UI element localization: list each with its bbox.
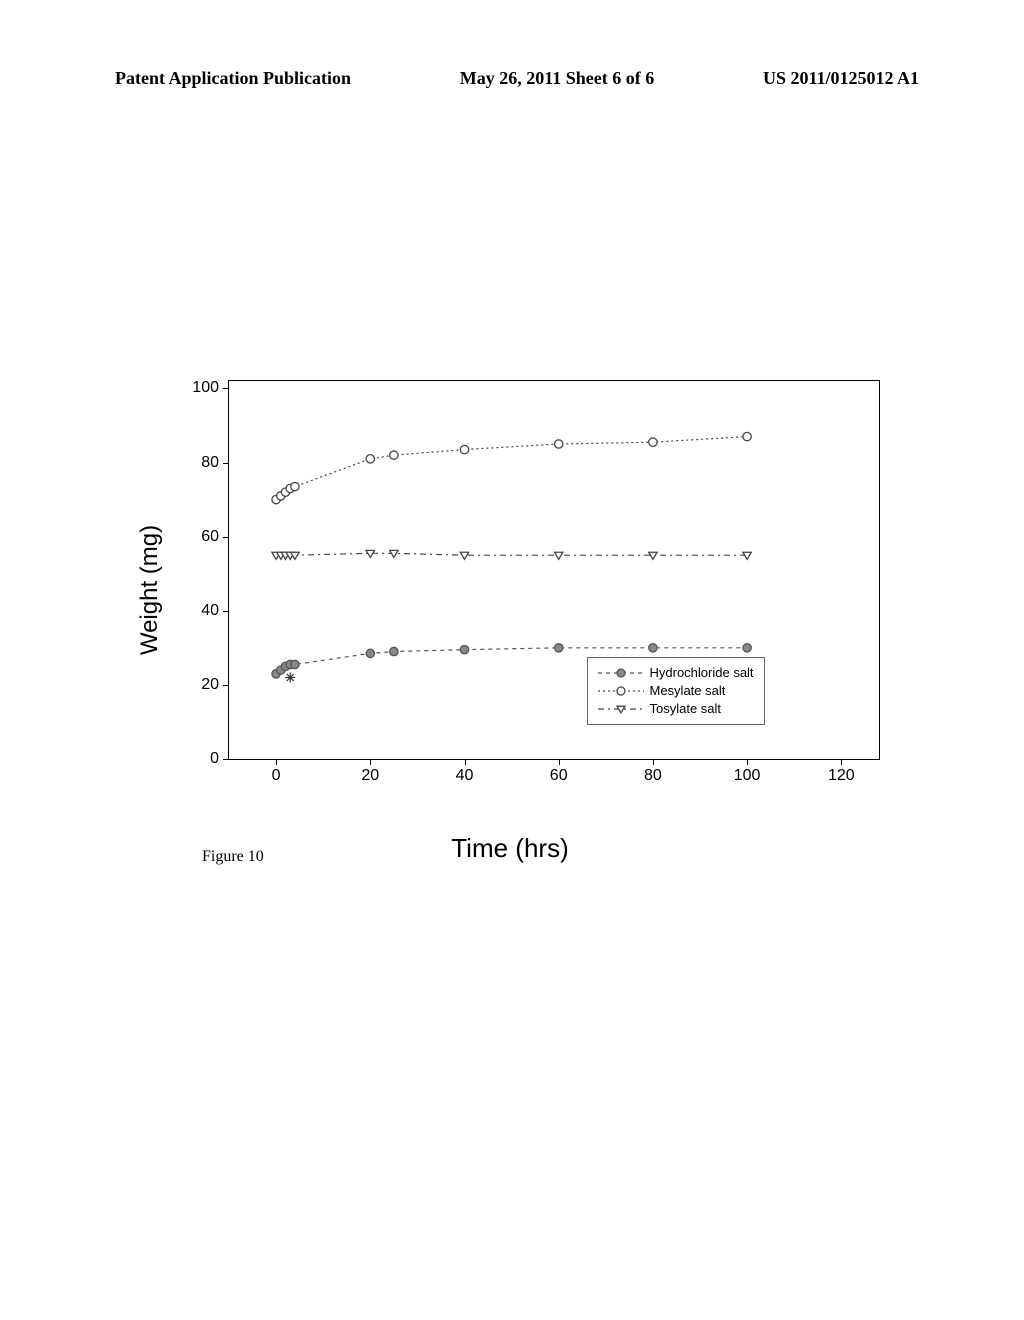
series-marker <box>743 432 751 440</box>
figure-caption: Figure 10 <box>202 848 264 866</box>
x-tick-label: 40 <box>456 767 474 785</box>
y-tick-label: 60 <box>201 528 219 546</box>
header-center: May 26, 2011 Sheet 6 of 6 <box>460 68 654 89</box>
x-tick-label: 20 <box>361 767 379 785</box>
y-tick-label: 100 <box>192 379 219 397</box>
x-tick-label: 100 <box>734 767 761 785</box>
legend-label: Hydrochloride salt <box>650 665 754 680</box>
series-marker <box>460 552 468 559</box>
legend-label: Tosylate salt <box>650 701 722 716</box>
series-marker <box>390 647 398 655</box>
x-tick-mark <box>276 759 277 765</box>
chart-container: Weight (mg) Time (hrs) Figure 10 0204060… <box>140 380 880 800</box>
legend-swatch <box>598 684 644 698</box>
x-tick-mark <box>559 759 560 765</box>
series-marker <box>743 552 751 559</box>
series-marker <box>390 451 398 459</box>
plot-area: 020406080100020406080100120Hydrochloride… <box>228 380 880 760</box>
series-marker <box>743 644 751 652</box>
x-tick-label: 120 <box>828 767 855 785</box>
x-tick-mark <box>841 759 842 765</box>
page: Patent Application Publication May 26, 2… <box>0 0 1024 1320</box>
legend-swatch <box>598 666 644 680</box>
series-marker <box>366 455 374 463</box>
legend-label: Mesylate salt <box>650 683 726 698</box>
series-marker <box>555 440 563 448</box>
legend-row: Hydrochloride salt <box>598 664 754 682</box>
page-header: Patent Application Publication May 26, 2… <box>0 68 1024 89</box>
extra-marker <box>285 672 295 682</box>
series-marker <box>460 445 468 453</box>
x-tick-label: 80 <box>644 767 662 785</box>
legend-swatch <box>598 702 644 716</box>
header-right: US 2011/0125012 A1 <box>763 68 919 89</box>
legend-row: Mesylate salt <box>598 682 754 700</box>
x-tick-label: 0 <box>272 767 281 785</box>
x-tick-mark <box>465 759 466 765</box>
x-axis-label: Time (hrs) <box>451 833 568 864</box>
x-tick-mark <box>747 759 748 765</box>
series-marker <box>291 482 299 490</box>
y-tick-label: 40 <box>201 602 219 620</box>
chart-legend: Hydrochloride salt Mesylate salt Tosylate … <box>587 657 765 725</box>
series-marker <box>649 644 657 652</box>
series-line <box>276 553 747 555</box>
y-tick-label: 20 <box>201 676 219 694</box>
series-marker <box>291 660 299 668</box>
y-tick-label: 80 <box>201 454 219 472</box>
legend-row: Tosylate salt <box>598 700 754 718</box>
x-tick-mark <box>653 759 654 765</box>
x-tick-mark <box>370 759 371 765</box>
series-marker <box>366 649 374 657</box>
chart-series-layer <box>229 381 879 759</box>
y-tick-label: 0 <box>210 750 219 768</box>
series-marker <box>460 645 468 653</box>
series-marker <box>649 438 657 446</box>
x-tick-label: 60 <box>550 767 568 785</box>
series-marker <box>555 552 563 559</box>
series-marker <box>649 552 657 559</box>
series-marker <box>555 644 563 652</box>
y-tick-mark <box>223 759 229 760</box>
series-line <box>276 437 747 500</box>
header-left: Patent Application Publication <box>115 68 351 89</box>
series-marker <box>390 550 398 557</box>
y-axis-label: Weight (mg) <box>136 525 164 655</box>
